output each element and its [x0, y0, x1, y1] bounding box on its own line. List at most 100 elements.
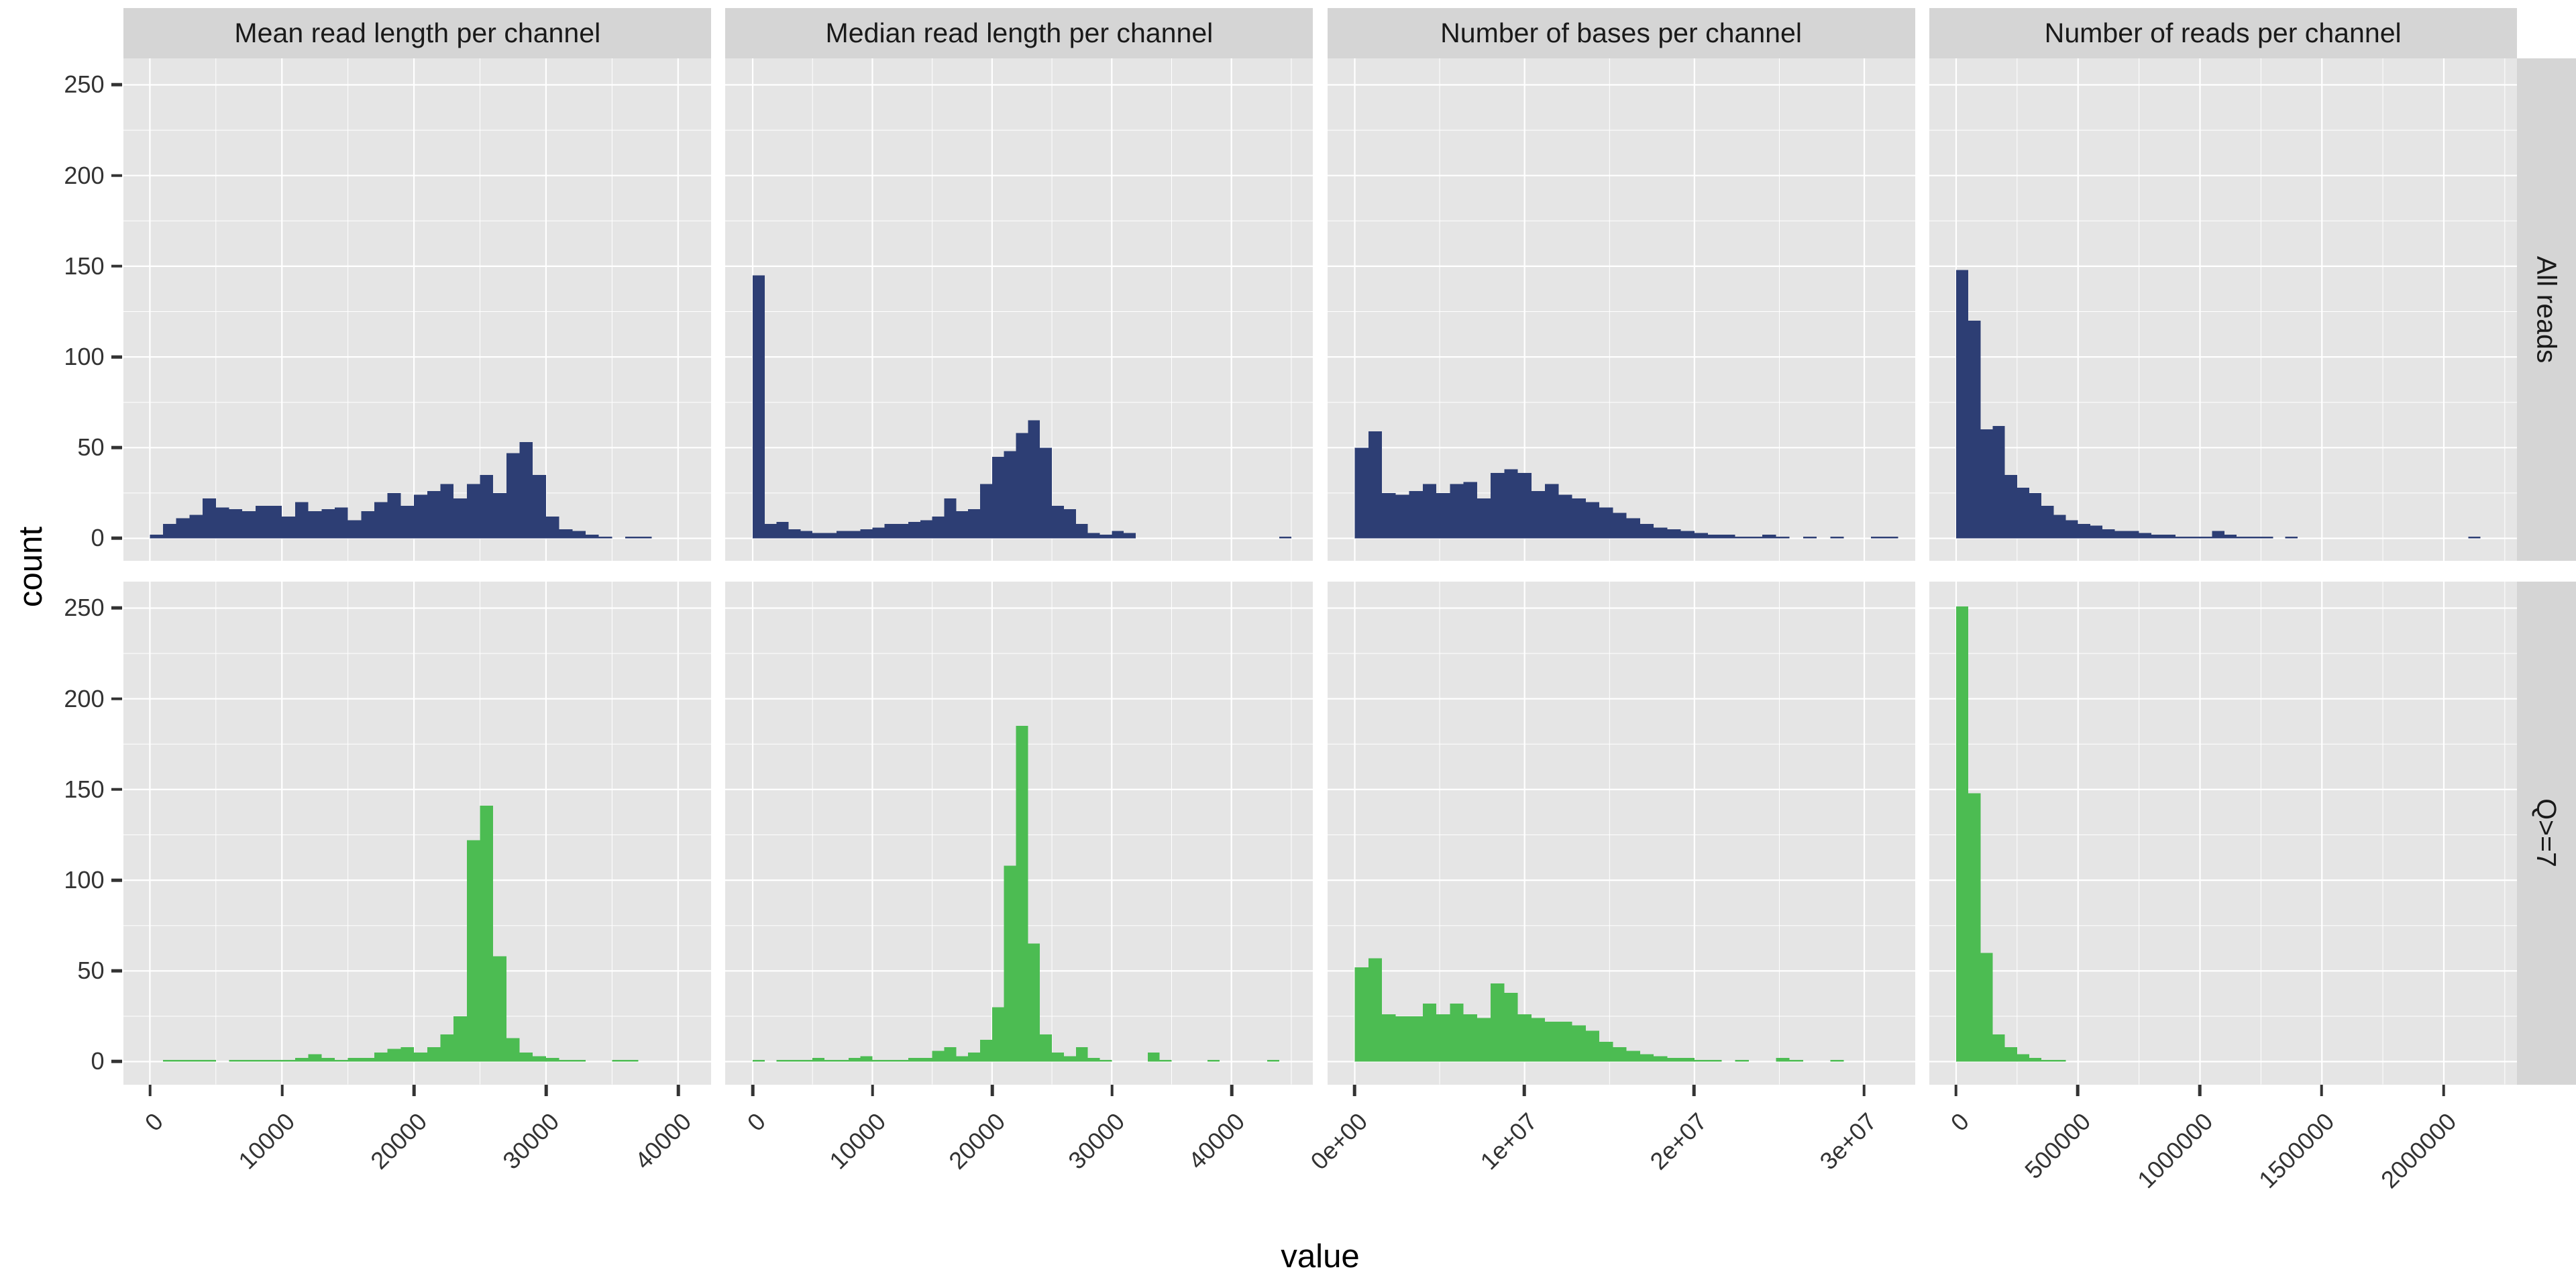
histogram-bar	[2029, 492, 2041, 539]
histogram-bar	[1829, 536, 1844, 539]
histogram-bar	[295, 1058, 309, 1062]
histogram-bar	[1955, 606, 1968, 1062]
facet-strip-title: Median read length per channel	[825, 17, 1214, 48]
x-tick-label: 0	[139, 1107, 168, 1137]
histogram-bar	[1208, 1059, 1220, 1062]
histogram-q7-number-of-reads	[1929, 582, 2517, 1085]
histogram-bar	[1599, 1041, 1613, 1062]
x-tick-mark	[413, 1084, 416, 1096]
histogram-bar	[1968, 793, 1981, 1062]
histogram-bar	[1395, 1016, 1409, 1062]
histogram-bar	[176, 518, 190, 539]
histogram-bar	[980, 484, 993, 539]
histogram-bar	[1626, 518, 1640, 539]
histogram-bar	[849, 531, 861, 539]
y-axis-ticks-top-row: 0 50 100 150 200 250	[0, 58, 123, 561]
histogram-bar	[335, 1059, 348, 1062]
histogram-bar	[753, 1059, 765, 1062]
histogram-bar	[1789, 1059, 1803, 1062]
histogram-bar	[1099, 1059, 1112, 1062]
histogram-bar	[1572, 498, 1586, 539]
y-tick-label: 0	[91, 1047, 105, 1075]
histogram-bar	[1694, 1059, 1708, 1062]
histogram-bar	[388, 492, 401, 539]
x-tick-mark	[1110, 1084, 1114, 1096]
x-tick-label: 20000	[943, 1107, 1011, 1175]
histogram-bar	[2127, 531, 2139, 539]
histogram-all-reads-median-read-length	[725, 58, 1313, 561]
histogram-bar	[229, 1059, 243, 1062]
histogram-bar	[1395, 494, 1409, 539]
histogram-bar	[1099, 534, 1112, 539]
x-tick-mark	[1230, 1084, 1234, 1096]
histogram-bar	[189, 515, 203, 539]
histogram-bar	[1279, 536, 1292, 539]
histogram-bar	[467, 484, 480, 539]
histogram-bar	[1503, 992, 1518, 1062]
histogram-bar	[1088, 533, 1100, 539]
histogram-bar	[1558, 494, 1572, 539]
histogram-bar	[1735, 536, 1749, 539]
facet-row-label: Q>=7	[2531, 798, 2563, 868]
histogram-bar	[506, 1038, 520, 1062]
histogram-bar	[295, 502, 309, 539]
x-tick-label: 2000000	[2375, 1107, 2462, 1194]
histogram-bar	[2200, 536, 2212, 539]
histogram-bar	[2261, 536, 2273, 539]
histogram-bar	[1368, 958, 1382, 1062]
histogram-bar	[980, 1040, 993, 1062]
histogram-bar	[884, 1059, 897, 1062]
histogram-bar	[1267, 1059, 1280, 1062]
histogram-bar	[1694, 533, 1708, 539]
histogram-bar	[800, 531, 813, 539]
histogram-bar	[896, 1059, 909, 1062]
histogram-bar	[480, 474, 494, 539]
histogram-bar	[559, 529, 573, 539]
histogram-all-reads-number-of-bases	[1328, 58, 1915, 561]
y-tick-mark	[111, 878, 123, 882]
x-tick-mark	[2076, 1084, 2080, 1096]
histogram-bar	[598, 536, 612, 539]
histogram-bar	[956, 511, 969, 539]
histogram-bar	[1992, 425, 2005, 539]
x-tick-label: 40000	[629, 1107, 696, 1175]
x-tick-label: 1000000	[2131, 1107, 2218, 1194]
histogram-bar	[932, 1051, 945, 1062]
histogram-bar	[639, 536, 652, 539]
histogram-bar	[812, 1058, 825, 1062]
facet-strip-title: Number of reads per channel	[2044, 17, 2402, 48]
histogram-bar	[2004, 474, 2017, 539]
histogram-bar	[216, 507, 229, 539]
histogram-bar	[347, 520, 362, 539]
histogram-bar	[2041, 1059, 2054, 1062]
y-tick-mark	[111, 697, 123, 700]
panel-all-reads-number-of-reads	[1929, 58, 2517, 561]
histogram-bar	[612, 1059, 626, 1062]
x-tick-mark	[2320, 1084, 2324, 1096]
histogram-bar	[824, 533, 837, 539]
histogram-bar	[872, 527, 885, 539]
histogram-bar	[256, 505, 269, 539]
histogram-bar	[1748, 536, 1762, 539]
y-tick-label: 0	[91, 524, 105, 552]
histogram-bar	[1052, 505, 1065, 539]
histogram-bar	[1721, 534, 1735, 539]
histogram-bar	[1707, 534, 1721, 539]
histogram-bar	[1544, 1022, 1558, 1062]
facet-strip-title: Mean read length per channel	[234, 17, 601, 48]
x-axis-title: value	[1281, 1238, 1360, 1275]
y-tick-label: 100	[64, 342, 105, 370]
histogram-bar	[1585, 1030, 1599, 1062]
histogram-bar	[1477, 498, 1491, 539]
histogram-bar	[788, 529, 801, 539]
x-tick-mark	[1352, 1084, 1356, 1096]
histogram-bar	[2004, 1046, 2017, 1062]
histogram-bar	[944, 498, 957, 539]
histogram-bar	[242, 1059, 256, 1062]
y-tick-label: 200	[64, 161, 105, 189]
histogram-bar	[321, 509, 335, 539]
histogram-bar	[1052, 1052, 1065, 1062]
histogram-bar	[467, 840, 480, 1062]
histogram-bar	[519, 442, 533, 539]
histogram-bar	[1112, 531, 1124, 539]
